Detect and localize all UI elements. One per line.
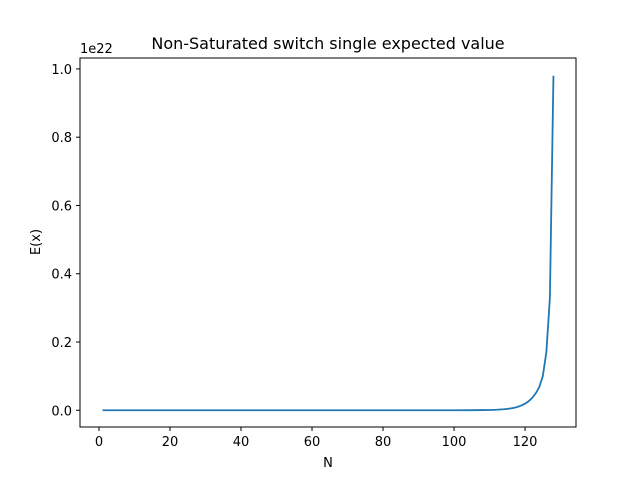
axes-frame [79, 57, 577, 428]
y-axis-label: E(x) [29, 229, 44, 255]
x-tick-label: 100 [442, 435, 467, 450]
x-tick-label: 40 [233, 435, 250, 450]
x-tick-label: 120 [513, 435, 538, 450]
y-tick-label: 0.6 [51, 199, 72, 214]
plot-area [79, 57, 577, 428]
x-tick-label: 20 [162, 435, 179, 450]
y-tick-label: 0.8 [51, 131, 72, 146]
y-tick-label: 0.4 [51, 268, 72, 283]
x-tick-label: 80 [375, 435, 392, 450]
y-tick-label: 0.0 [51, 404, 72, 419]
chart-title: Non-Saturated switch single expected val… [151, 34, 504, 53]
x-tick-label: 0 [95, 435, 103, 450]
x-tick-label: 60 [304, 435, 321, 450]
y-offset-text: 1e22 [80, 42, 113, 57]
y-tick-label: 1.0 [51, 63, 72, 78]
y-axis: 0.0 0.2 0.4 0.6 0.8 1.0 [51, 63, 80, 419]
x-axis-label: N [323, 456, 333, 471]
x-axis: 0 20 40 60 80 100 120 [95, 427, 538, 450]
y-tick-label: 0.2 [51, 336, 72, 351]
series-line [102, 75, 555, 412]
